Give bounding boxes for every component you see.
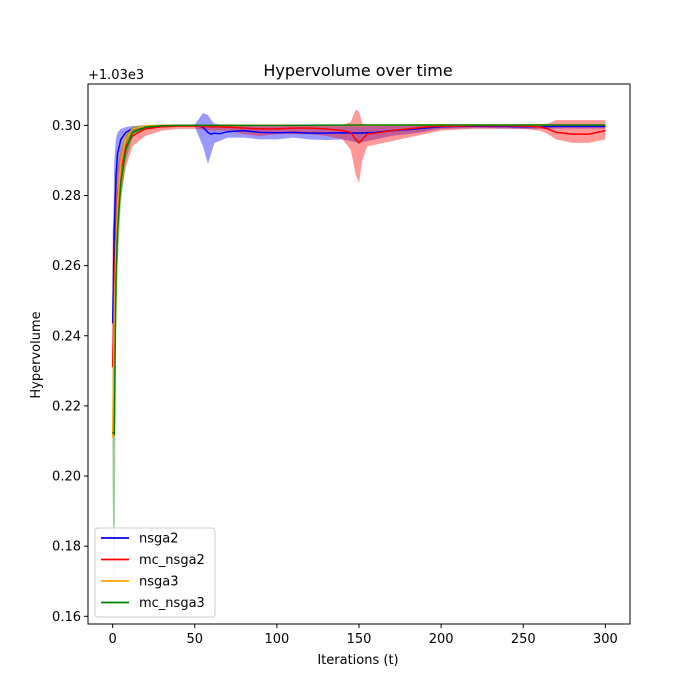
confidence-bands <box>112 109 606 603</box>
x-axis: 0 50 100 150 200 250 300 <box>108 624 618 647</box>
y-tick-label: 0.24 <box>52 329 81 344</box>
x-tick-label: 200 <box>429 632 454 647</box>
line-mc_nsga3 <box>112 124 606 436</box>
band-mc_nsga2 <box>112 109 606 406</box>
x-tick-label: 50 <box>186 632 203 647</box>
x-tick-label: 250 <box>511 632 536 647</box>
y-tick-label: 0.16 <box>52 610 81 625</box>
y-tick-label: 0.28 <box>52 189 81 204</box>
legend-label-nsga2: nsga2 <box>139 532 179 547</box>
x-tick-label: 300 <box>593 632 618 647</box>
x-axis-label: Iterations (t) <box>317 653 398 668</box>
y-axis-label: Hypervolume <box>29 311 44 398</box>
y-tick-label: 0.18 <box>52 540 81 555</box>
x-tick-label: 150 <box>347 632 372 647</box>
y-offset-label: +1.03e3 <box>88 68 144 83</box>
chart-title: Hypervolume over time <box>263 61 452 80</box>
x-tick-label: 100 <box>264 632 289 647</box>
legend-label-mc_nsga2: mc_nsga2 <box>139 553 205 568</box>
y-tick-label: 0.30 <box>52 119 81 134</box>
y-axis: 0.16 0.18 0.20 0.22 0.24 0.26 0.28 0.30 <box>52 119 88 625</box>
y-tick-label: 0.20 <box>52 470 81 485</box>
line-mc_nsga2 <box>111 124 606 368</box>
legend-box <box>94 527 216 618</box>
y-tick-label: 0.26 <box>52 259 81 274</box>
legend: nsga2 mc_nsga2 nsga3 mc_nsga3 <box>94 527 216 618</box>
series-lines <box>111 124 606 438</box>
y-tick-label: 0.22 <box>52 399 81 414</box>
x-tick-label: 0 <box>108 632 116 647</box>
legend-label-mc_nsga3: mc_nsga3 <box>139 596 205 611</box>
legend-label-nsga3: nsga3 <box>139 575 179 590</box>
